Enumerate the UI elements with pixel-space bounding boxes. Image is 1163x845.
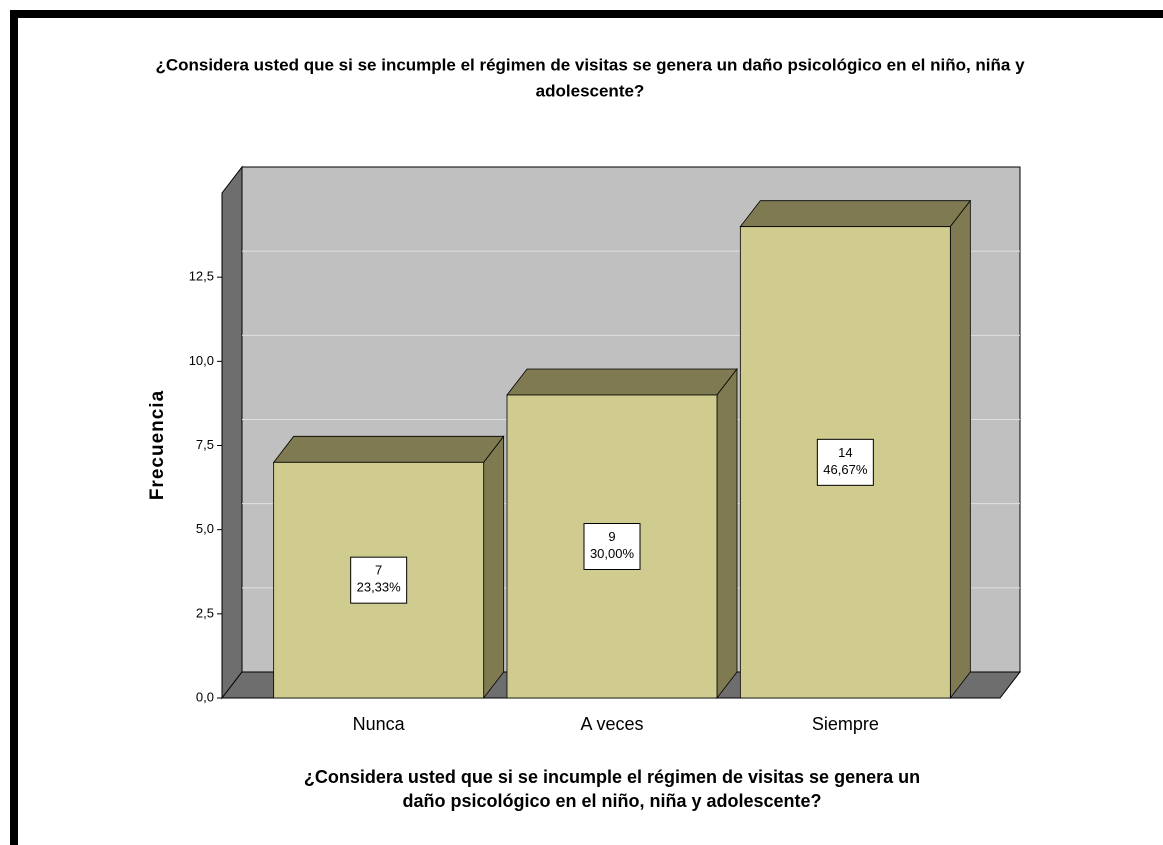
bar-side xyxy=(716,367,738,700)
frame xyxy=(10,10,1163,845)
y-tick-label: 7,5 xyxy=(196,437,214,452)
data-label: 46,67% xyxy=(823,462,868,477)
data-label-box xyxy=(350,556,408,604)
bar-top xyxy=(506,368,738,396)
data-label: 30,00% xyxy=(590,546,635,561)
data-label-box xyxy=(816,438,874,486)
left-wall xyxy=(221,165,243,700)
x-axis-label: ¿Considera usted que si se incumple el r… xyxy=(304,767,920,787)
bar-top xyxy=(272,435,505,463)
y-axis-label: Frecuencia xyxy=(147,390,168,500)
chart-title: ¿Considera usted que si se incumple el r… xyxy=(155,55,1025,74)
bar-top xyxy=(739,200,972,228)
x-tick-label: Siempre xyxy=(812,714,879,734)
y-tick-label: 2,5 xyxy=(196,605,214,620)
bar-side xyxy=(483,435,505,700)
data-label: 9 xyxy=(608,529,615,544)
y-tick-label: 5,0 xyxy=(196,521,214,536)
bar-side xyxy=(949,199,971,700)
data-label: 23,33% xyxy=(357,580,402,595)
x-tick-label: A veces xyxy=(580,714,643,734)
chart-title: adolescente? xyxy=(536,81,645,100)
y-tick-label: 12,5 xyxy=(189,269,214,284)
y-tick-label: 0,0 xyxy=(196,689,214,704)
data-label: 7 xyxy=(375,563,382,578)
x-tick-label: Nunca xyxy=(353,714,406,734)
data-label-box xyxy=(583,523,641,570)
x-axis-label: daño psicológico en el niño, niña y adol… xyxy=(402,791,821,811)
y-tick-label: 10,0 xyxy=(189,353,214,368)
data-label: 14 xyxy=(838,445,852,460)
